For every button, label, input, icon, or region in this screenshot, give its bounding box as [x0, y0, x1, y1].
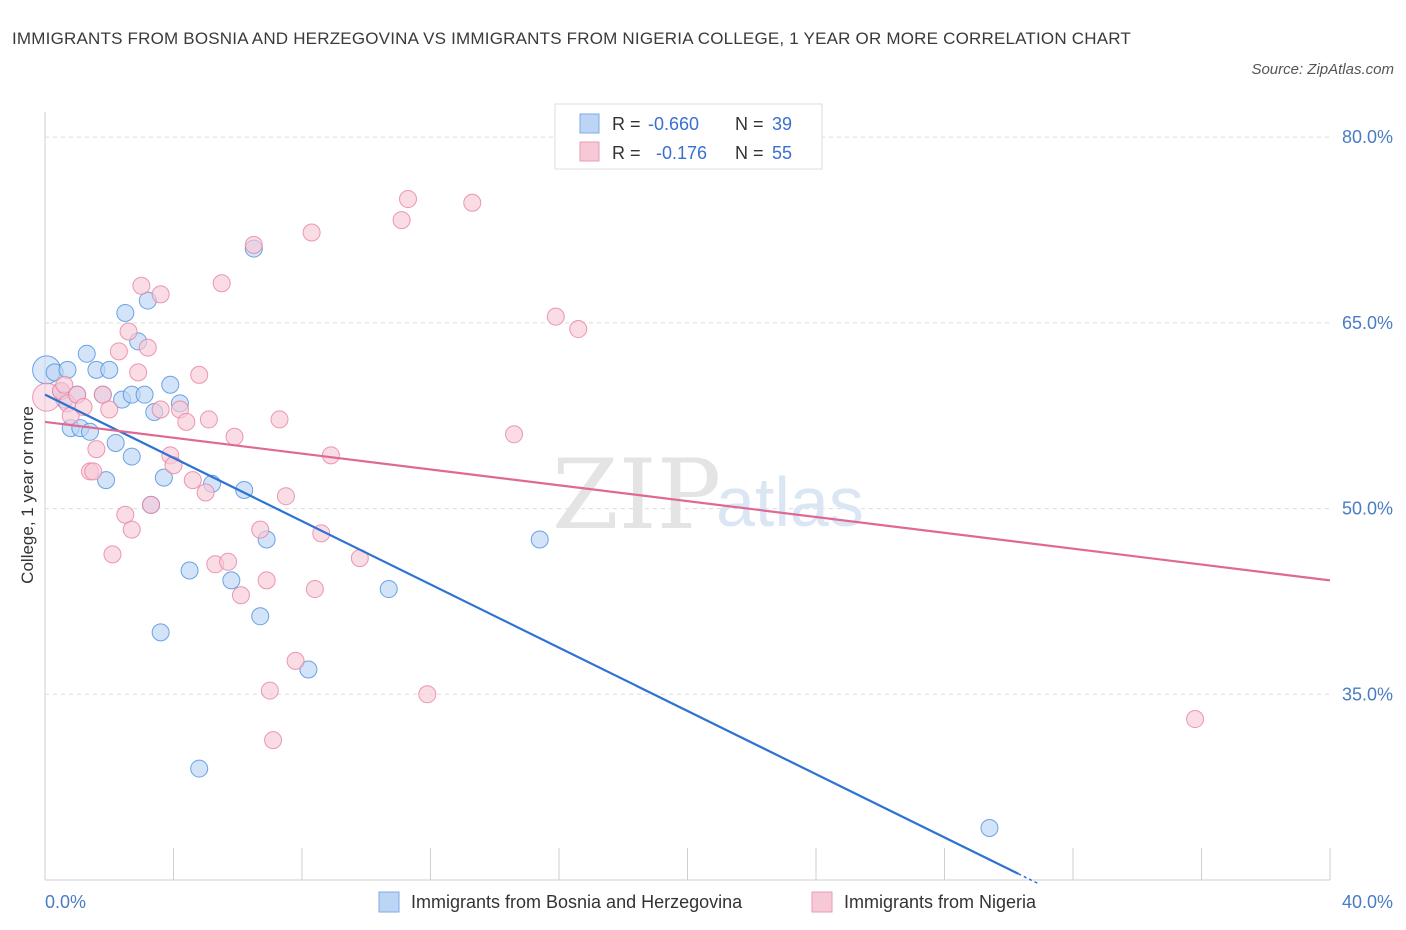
- point-s0-14: [106, 433, 125, 452]
- chart-source: Source: ZipAtlas.com: [1251, 61, 1394, 78]
- y-tick-label-3: 35.0%: [1342, 684, 1393, 704]
- point-s0-13: [100, 360, 119, 379]
- legend-swatch-nigeria: [579, 141, 600, 162]
- point-s1-41: [270, 410, 289, 429]
- point-s0-36: [299, 660, 318, 679]
- point-s1-19: [138, 338, 157, 357]
- point-s0-16: [116, 303, 135, 322]
- point-s1-10: [93, 385, 112, 404]
- x-tick-label-0: 0.0%: [45, 892, 86, 912]
- point-s1-28: [190, 365, 209, 384]
- y-tick-label-1: 65.0%: [1342, 313, 1393, 333]
- point-s1-20: [142, 495, 161, 514]
- legend-r-value-2: -0.176: [656, 143, 707, 163]
- gridlines: [45, 136, 1330, 695]
- point-s1-2: [55, 375, 74, 394]
- y-axis-label: College, 1 year or more: [18, 406, 37, 584]
- point-s0-38: [530, 530, 549, 549]
- point-s1-18: [132, 276, 151, 295]
- watermark-atlas: atlas: [716, 463, 864, 541]
- legend-n-value-1: 39: [772, 114, 792, 134]
- point-s1-39: [260, 681, 279, 700]
- trend-line-0-extension: [1018, 873, 1038, 884]
- point-s1-36: [244, 235, 263, 254]
- legend-r-value-1: -0.660: [648, 114, 699, 134]
- point-s0-4: [58, 360, 77, 379]
- point-s0-26: [161, 375, 180, 394]
- legend-series-label-bosnia: Immigrants from Bosnia and Herzegovina: [411, 892, 743, 912]
- point-s1-45: [305, 580, 324, 599]
- point-s1-49: [392, 211, 411, 230]
- legend-series-swatch-bosnia: [378, 891, 400, 913]
- point-s1-38: [257, 571, 276, 590]
- point-s1-26: [177, 412, 196, 431]
- point-s1-56: [1186, 710, 1205, 729]
- point-s1-37: [251, 520, 270, 539]
- point-s1-43: [286, 651, 305, 670]
- point-s1-12: [103, 545, 122, 564]
- point-s1-21: [151, 400, 170, 419]
- legend-n-value-2: 55: [772, 143, 792, 163]
- point-s1-53: [505, 425, 524, 444]
- point-s1-55: [569, 320, 588, 339]
- point-s1-52: [463, 193, 482, 212]
- point-s1-27: [183, 471, 202, 490]
- legend-r-label-1: R =: [612, 114, 641, 134]
- point-s1-35: [231, 586, 250, 605]
- trend-line-1: [44, 420, 1331, 582]
- point-s1-29: [196, 483, 215, 502]
- point-s0-37: [379, 580, 398, 599]
- legend-r-label-2: R =: [612, 143, 641, 163]
- point-s0-29: [190, 759, 209, 778]
- legend-correlation: R = -0.660 N = 39 R = -0.176 N = 55: [554, 103, 823, 170]
- legend-n-label-2: N =: [735, 143, 764, 163]
- point-s1-8: [84, 462, 103, 481]
- data-points: [32, 190, 1205, 837]
- point-s1-15: [119, 322, 138, 341]
- trend-lines: [44, 393, 1331, 884]
- point-s0-28: [180, 561, 199, 580]
- point-s0-12: [97, 471, 116, 490]
- axes: [44, 112, 1331, 881]
- point-s1-24: [164, 456, 183, 475]
- y-tick-label-0: 80.0%: [1342, 127, 1393, 147]
- point-s1-51: [418, 685, 437, 704]
- point-s1-44: [302, 223, 321, 242]
- point-s0-39: [980, 819, 999, 837]
- x-tick-label-1: 40.0%: [1342, 892, 1393, 912]
- point-s1-54: [546, 307, 565, 326]
- point-s1-22: [151, 285, 170, 304]
- point-s1-13: [109, 342, 128, 361]
- point-s1-50: [399, 190, 418, 209]
- y-tick-label-2: 50.0%: [1342, 499, 1393, 519]
- point-s1-11: [100, 400, 119, 419]
- legend-swatch-bosnia: [579, 113, 600, 134]
- point-s1-17: [129, 363, 148, 382]
- point-s0-20: [135, 385, 154, 404]
- point-s1-9: [87, 440, 106, 459]
- point-s1-33: [219, 552, 238, 571]
- legend-series: Immigrants from Bosnia and Herzegovina I…: [378, 891, 1037, 913]
- point-s0-24: [151, 623, 170, 642]
- point-s1-30: [199, 410, 218, 429]
- watermark: ZIP atlas: [552, 439, 864, 551]
- point-s1-40: [264, 731, 283, 750]
- legend-series-swatch-nigeria: [811, 891, 833, 913]
- point-s0-18: [122, 447, 141, 466]
- point-s0-8: [77, 344, 96, 363]
- trend-line-0: [44, 393, 1019, 875]
- point-s1-32: [212, 274, 231, 293]
- point-s1-34: [225, 427, 244, 446]
- point-s1-14: [116, 505, 135, 524]
- tick-labels: 80.0% 65.0% 50.0% 35.0% 0.0% 40.0%: [45, 127, 1393, 912]
- point-s1-42: [276, 487, 295, 506]
- legend-n-label-1: N =: [735, 114, 764, 134]
- point-s0-31: [222, 571, 241, 590]
- point-s0-34: [251, 607, 270, 626]
- legend-series-label-nigeria: Immigrants from Nigeria: [844, 892, 1037, 912]
- chart-title: IMMIGRANTS FROM BOSNIA AND HERZEGOVINA V…: [12, 29, 1132, 48]
- point-s1-16: [122, 520, 141, 539]
- point-s0-25: [154, 468, 173, 487]
